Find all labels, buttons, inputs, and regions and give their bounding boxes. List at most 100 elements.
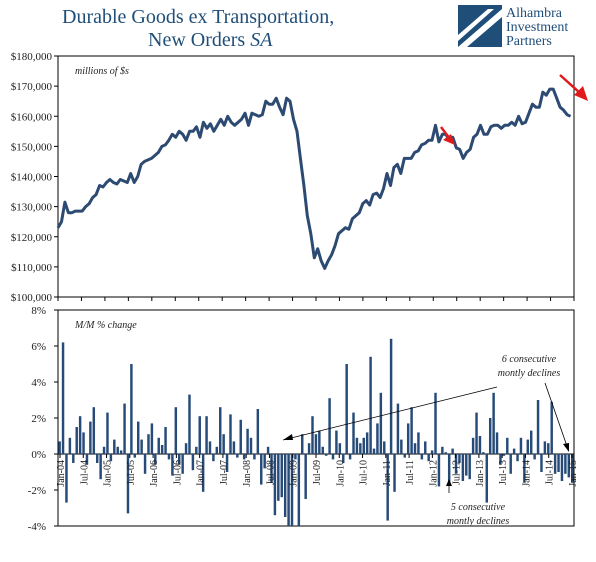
bar bbox=[379, 392, 383, 454]
bar bbox=[570, 454, 574, 483]
chart-title-line2: New Orders SA bbox=[148, 29, 272, 52]
bar bbox=[543, 441, 547, 454]
bar bbox=[526, 439, 530, 454]
bar bbox=[383, 441, 386, 454]
bottom-y-tick-label: -4% bbox=[28, 521, 46, 533]
bar bbox=[188, 394, 191, 454]
bar bbox=[430, 450, 434, 454]
bar bbox=[171, 454, 174, 476]
bar bbox=[482, 452, 485, 454]
bottom-y-tick-label: -2% bbox=[28, 485, 46, 497]
bar bbox=[236, 454, 239, 458]
bar bbox=[106, 412, 109, 454]
bar bbox=[516, 454, 519, 462]
bar bbox=[550, 401, 553, 454]
bottom-x-tick-label: Jul-14 bbox=[545, 460, 556, 485]
bar bbox=[372, 448, 376, 454]
bar bbox=[65, 454, 68, 503]
bar bbox=[441, 446, 444, 454]
bar bbox=[338, 443, 342, 454]
bar bbox=[410, 407, 413, 454]
bar bbox=[451, 448, 454, 454]
annotation-6-line1: 6 consecutive bbox=[502, 354, 557, 365]
bar bbox=[242, 454, 246, 460]
bottom-x-tick-label: Jan-14 bbox=[521, 460, 532, 487]
bottom-x-tick-label: Jan-12 bbox=[428, 460, 439, 487]
bar bbox=[547, 443, 550, 454]
bar bbox=[270, 454, 273, 483]
top-y-tick-label: $110,000 bbox=[11, 262, 52, 274]
bar bbox=[447, 454, 451, 483]
bar bbox=[461, 454, 465, 481]
bottom-x-tick-label: Jul-08 bbox=[265, 460, 276, 485]
bar bbox=[68, 437, 72, 454]
bar bbox=[434, 392, 437, 454]
bar bbox=[393, 454, 396, 492]
bar bbox=[352, 412, 355, 454]
bar bbox=[342, 454, 345, 463]
bar bbox=[212, 454, 215, 462]
bar bbox=[154, 454, 157, 465]
top-y-tick-label: $140,000 bbox=[11, 172, 53, 184]
bottom-x-tick-label: Jul-04 bbox=[79, 460, 90, 485]
bar bbox=[119, 450, 123, 454]
bottom-x-tick-label: Jan-09 bbox=[289, 460, 300, 487]
bar bbox=[564, 454, 567, 474]
annotation-arrowhead-6-icon bbox=[283, 434, 293, 440]
bar bbox=[331, 454, 335, 460]
top-y-tick-label: $170,000 bbox=[11, 81, 53, 93]
bottom-x-tick-label: Jul-09 bbox=[312, 460, 323, 485]
bar bbox=[178, 454, 181, 465]
bar bbox=[420, 454, 424, 460]
top-y-tick-label: $130,000 bbox=[11, 202, 53, 214]
bar bbox=[75, 427, 78, 454]
bottom-x-tick-label: Jan-11 bbox=[382, 460, 393, 486]
bar bbox=[225, 454, 229, 472]
bar bbox=[222, 434, 225, 454]
top-plot-frame bbox=[57, 55, 575, 298]
logo-line2: Investment bbox=[506, 20, 569, 35]
bar bbox=[523, 454, 526, 483]
bar bbox=[205, 416, 208, 454]
bar bbox=[167, 454, 171, 460]
bottom-x-tick-label: Jul-07 bbox=[219, 460, 230, 485]
bar bbox=[355, 437, 359, 454]
bottom-plot-frame bbox=[57, 309, 575, 527]
annotation-6-line2: montly declines bbox=[498, 368, 561, 379]
bar bbox=[109, 454, 113, 462]
bar bbox=[78, 416, 82, 454]
bar bbox=[229, 414, 232, 454]
top-unit-label: millions of $s bbox=[75, 66, 129, 77]
bar bbox=[113, 439, 116, 454]
bar bbox=[369, 356, 372, 454]
bar bbox=[536, 400, 540, 454]
bar bbox=[454, 454, 458, 474]
bar bbox=[359, 443, 362, 454]
alhambra-logo: Alhambra Investment Partners bbox=[458, 5, 596, 51]
bar bbox=[102, 446, 106, 454]
bar bbox=[567, 454, 571, 478]
bar bbox=[239, 419, 242, 454]
bar bbox=[437, 454, 441, 487]
bar bbox=[376, 423, 379, 454]
bar bbox=[311, 416, 314, 454]
bar bbox=[512, 448, 516, 454]
bar bbox=[294, 454, 297, 460]
bar bbox=[174, 407, 178, 454]
bar bbox=[89, 421, 92, 454]
bottom-x-tick-label: Jul-12 bbox=[452, 460, 463, 485]
bottom-x-tick-label: Jul-11 bbox=[405, 460, 416, 485]
bar bbox=[219, 407, 222, 454]
bar bbox=[301, 434, 304, 454]
bar bbox=[324, 454, 328, 456]
bar bbox=[314, 434, 318, 454]
bar bbox=[417, 432, 420, 454]
bar bbox=[427, 454, 430, 462]
bar bbox=[495, 432, 499, 454]
bar bbox=[82, 432, 85, 454]
bottom-x-tick-label: Jul-10 bbox=[359, 460, 370, 485]
red-arrow-1-icon bbox=[440, 126, 455, 145]
bar bbox=[297, 454, 301, 526]
bottom-y-tick-label: 6% bbox=[31, 341, 46, 353]
bar bbox=[72, 454, 75, 463]
